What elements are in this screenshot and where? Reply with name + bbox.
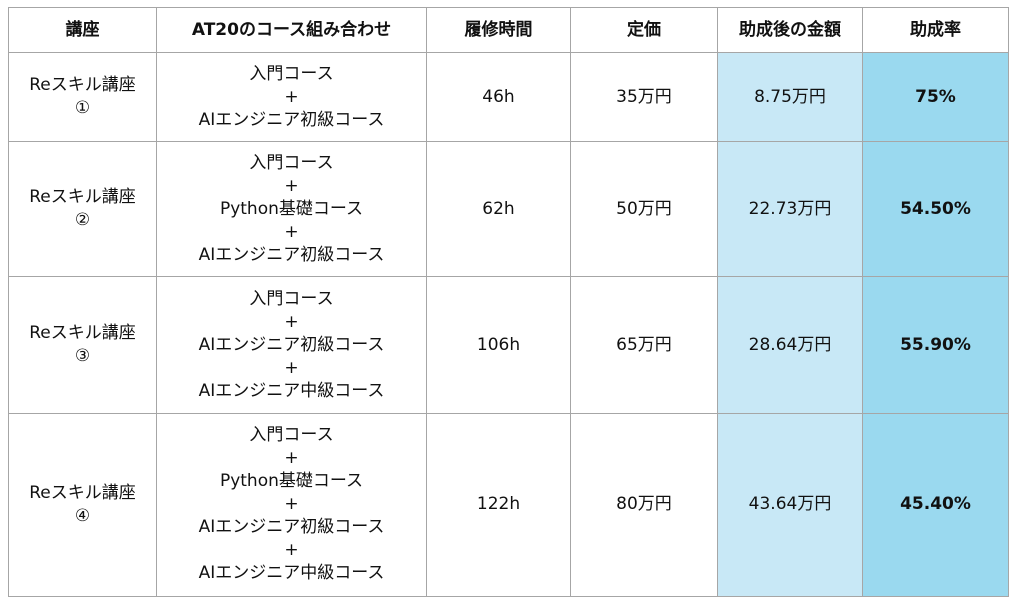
price-cell: 50万円 (570, 141, 718, 278)
course-name: Reスキル講座 (29, 75, 136, 96)
subsidy-rate-cell: 55.90% (862, 276, 1009, 414)
combo-line: + (284, 357, 299, 378)
header-price: 定価 (570, 7, 718, 53)
combo-line: + (284, 448, 299, 469)
price-cell: 65万円 (570, 276, 718, 414)
header-row: 講座 AT20のコース組み合わせ 履修時間 定価 助成後の金額 助成率 (8, 7, 1009, 53)
subsidy-rate-cell: 45.40% (862, 412, 1009, 598)
combo-line: AIエンジニア初級コース (198, 109, 385, 130)
course-name: Reスキル講座 (29, 482, 136, 503)
combo-line: AIエンジニア初級コース (198, 244, 385, 265)
combo-line: + (284, 311, 299, 332)
combo-line: 入門コース (249, 63, 334, 84)
course-cell: Reスキル講座 ② (8, 141, 157, 278)
header-course: 講座 (8, 7, 157, 53)
course-number: ④ (74, 505, 91, 526)
hours-cell: 46h (426, 51, 571, 143)
combo-line: AIエンジニア中級コース (198, 380, 385, 401)
combo-line: + (284, 86, 299, 107)
subsidized-amount-cell: 22.73万円 (717, 141, 863, 278)
price-cell: 80万円 (570, 412, 718, 598)
table-row: Reスキル講座 ① 入門コース + AIエンジニア初級コース 46h 35万円 … (8, 51, 1009, 143)
combo-line: AIエンジニア中級コース (198, 563, 385, 584)
hours-cell: 106h (426, 276, 571, 414)
table-row: Reスキル講座 ③ 入門コース + AIエンジニア初級コース + AIエンジニア… (8, 276, 1009, 414)
course-number: ① (74, 98, 91, 119)
course-name: Reスキル講座 (29, 323, 136, 344)
subsidy-rate-cell: 54.50% (862, 141, 1009, 278)
combination-cell: 入門コース + Python基礎コース + AIエンジニア初級コース (156, 141, 427, 278)
combo-line: + (284, 175, 299, 196)
subsidized-amount-cell: 28.64万円 (717, 276, 863, 414)
combo-line: + (284, 221, 299, 242)
header-combination: AT20のコース組み合わせ (156, 7, 427, 53)
subsidized-amount-cell: 8.75万円 (717, 51, 863, 143)
combination-cell: 入門コース + AIエンジニア初級コース + AIエンジニア中級コース (156, 276, 427, 414)
hours-cell: 122h (426, 412, 571, 598)
combination-cell: 入門コース + Python基礎コース + AIエンジニア初級コース + AIエ… (156, 412, 427, 598)
table-row: Reスキル講座 ② 入門コース + Python基礎コース + AIエンジニア初… (8, 141, 1009, 278)
combo-line: AIエンジニア初級コース (198, 517, 385, 538)
combo-line: + (284, 540, 299, 561)
course-subsidy-table: 講座 AT20のコース組み合わせ 履修時間 定価 助成後の金額 助成率 Reスキ… (8, 7, 1009, 598)
header-subsidy-rate: 助成率 (862, 7, 1009, 53)
hours-cell: 62h (426, 141, 571, 278)
subsidized-amount-cell: 43.64万円 (717, 412, 863, 598)
table-row: Reスキル講座 ④ 入門コース + Python基礎コース + AIエンジニア初… (8, 412, 1009, 598)
combo-line: 入門コース (249, 288, 334, 309)
combo-line: AIエンジニア初級コース (198, 334, 385, 355)
price-cell: 35万円 (570, 51, 718, 143)
combo-line: Python基礎コース (219, 471, 364, 492)
course-cell: Reスキル講座 ① (8, 51, 157, 143)
course-number: ② (74, 210, 91, 231)
header-subsidized-amount: 助成後の金額 (717, 7, 863, 53)
course-cell: Reスキル講座 ③ (8, 276, 157, 414)
course-number: ③ (74, 346, 91, 367)
combo-line: 入門コース (249, 152, 334, 173)
combination-cell: 入門コース + AIエンジニア初級コース (156, 51, 427, 143)
course-name: Reスキル講座 (29, 187, 136, 208)
subsidy-rate-cell: 75% (862, 51, 1009, 143)
course-cell: Reスキル講座 ④ (8, 412, 157, 598)
combo-line: Python基礎コース (219, 198, 364, 219)
header-hours: 履修時間 (426, 7, 571, 53)
combo-line: + (284, 494, 299, 515)
combo-line: 入門コース (249, 425, 334, 446)
